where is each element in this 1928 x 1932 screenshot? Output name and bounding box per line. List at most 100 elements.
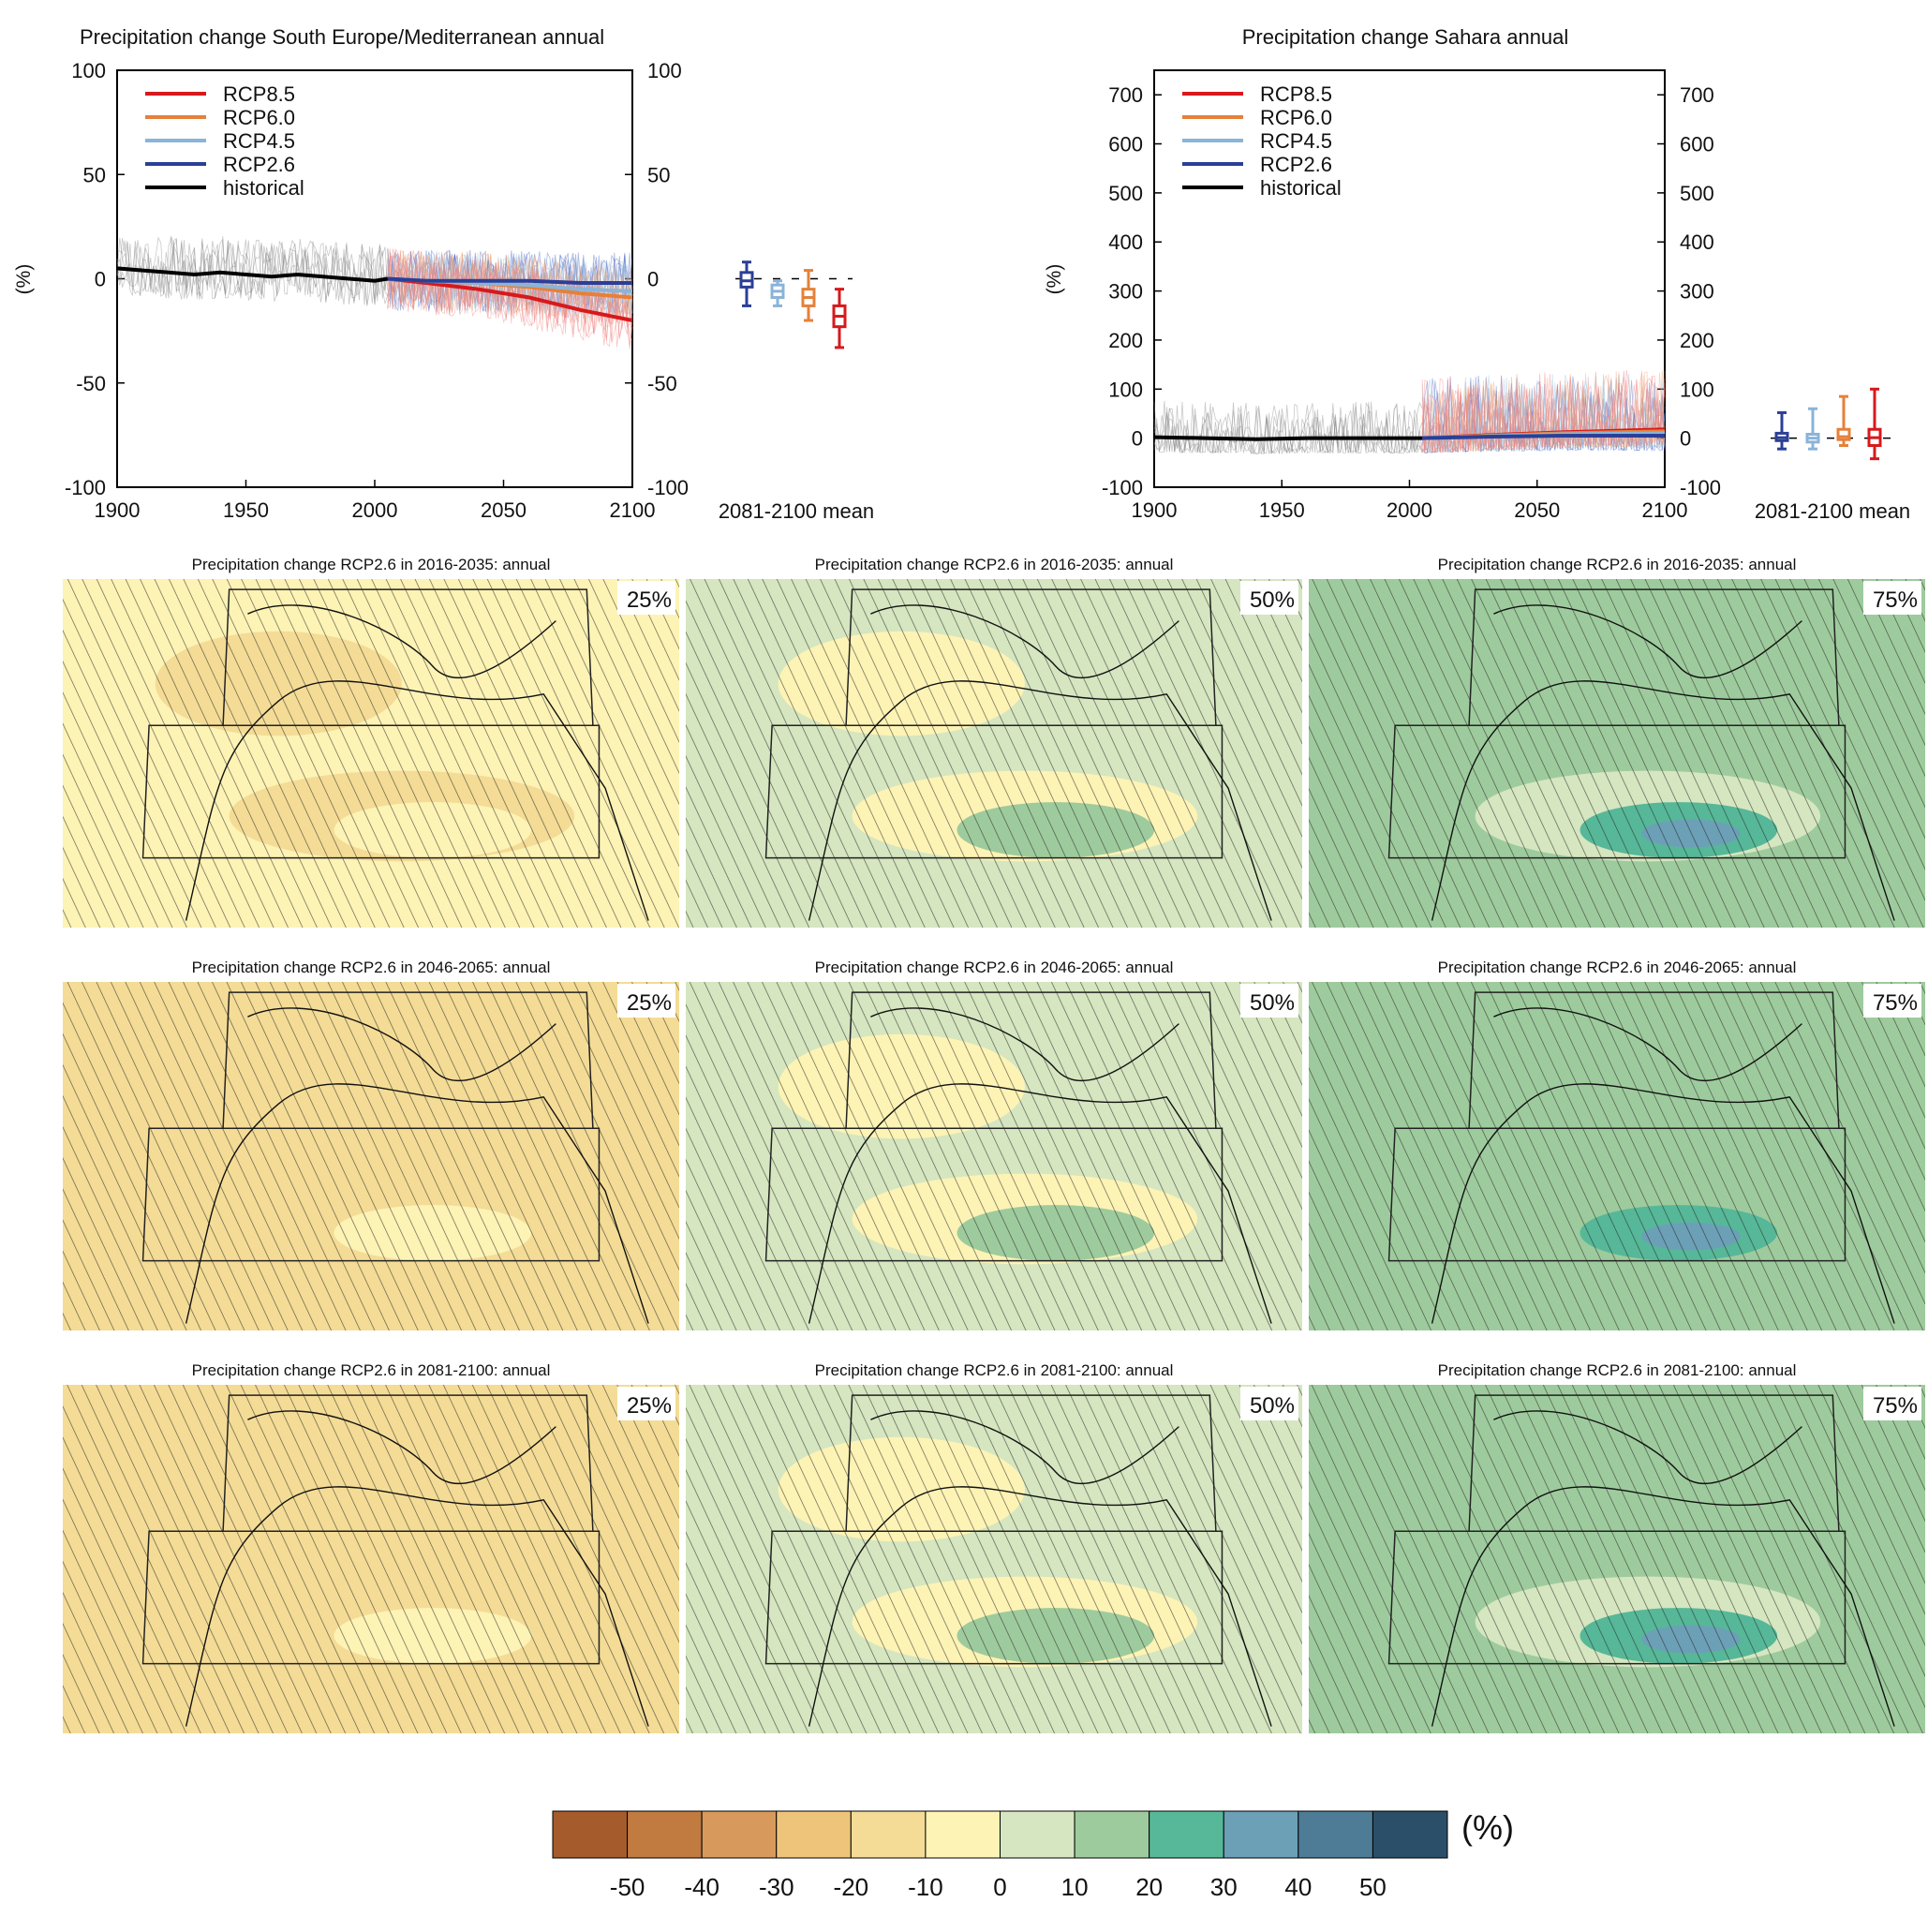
chart-mediterranean: Precipitation change South Europe/Medite… <box>13 25 874 523</box>
y-tick-label: 200 <box>1108 329 1143 352</box>
ensemble-member <box>1153 401 1423 454</box>
axes-mediterranean: 1900 1950 2000 2050 2100 100 100 50 50 0 0 -50 -50 -1… <box>65 59 689 522</box>
y-tick-label-right: 300 <box>1680 280 1714 304</box>
colorbar-tick-label: 0 <box>993 1873 1006 1901</box>
coastline <box>870 1007 1179 1081</box>
map-panel: Precipitation change RCP2.6 in 2046-2065… <box>63 959 679 1330</box>
colorbar-tick-label: -20 <box>834 1873 869 1901</box>
x-tick-label: 2000 <box>1387 498 1432 522</box>
map-panel: Precipitation change RCP2.6 in 2016-2035… <box>63 556 679 928</box>
coastline <box>1431 1486 1895 1727</box>
map-panel: Precipitation change RCP2.6 in 2046-2065… <box>1309 959 1925 1330</box>
ensemble-member <box>1422 377 1666 453</box>
y-tick-label-right: 200 <box>1680 329 1714 352</box>
ylabel-sahara: (%) <box>1044 264 1065 295</box>
ensemble-member <box>1421 376 1666 453</box>
colorbar-swatch <box>850 1810 927 1859</box>
map-hatching <box>1309 1385 1925 1733</box>
colorbar-swatch <box>1372 1810 1448 1859</box>
colorbar-tick-label: 40 <box>1284 1873 1312 1901</box>
y-tick-label: 100 <box>1108 378 1143 401</box>
y-tick-label: 400 <box>1108 230 1143 254</box>
colorbar-tick-label: -50 <box>610 1873 645 1901</box>
colorbar-tick-label: 30 <box>1210 1873 1238 1901</box>
map-panel-title: Precipitation change RCP2.6 in 2081-2100… <box>192 1361 551 1379</box>
colorbar-tick-label: -40 <box>684 1873 719 1901</box>
y-tick-label-right: 0 <box>1680 427 1691 451</box>
coastline <box>1493 1007 1802 1081</box>
colorbar: -50 -40 -30 -20 -10 0 10 20 30 40 50 <box>552 1810 1448 1901</box>
chart-title-sahara: Precipitation change Sahara annual <box>1242 25 1569 49</box>
y-tick-label: 600 <box>1108 133 1143 156</box>
coastline <box>1431 680 1895 921</box>
colorbar-swatch <box>1149 1810 1224 1859</box>
x-tick-label: 2100 <box>1642 498 1688 522</box>
map-panel-title: Precipitation change RCP2.6 in 2081-2100… <box>815 1361 1174 1379</box>
chart-title-mediterranean: Precipitation change South Europe/Medite… <box>80 25 604 49</box>
map-panel-title: Precipitation change RCP2.6 in 2046-2065… <box>192 959 551 976</box>
percentile-tag: 25% <box>627 990 672 1016</box>
map-panel: Precipitation change RCP2.6 in 2016-2035… <box>1309 556 1925 928</box>
legend-label: RCP2.6 <box>1260 153 1332 176</box>
coastline <box>185 1083 649 1324</box>
y-tick-label-right: 100 <box>647 59 682 82</box>
ensemble-member <box>1421 373 1666 453</box>
x-tick-label: 2100 <box>610 498 656 522</box>
ensemble-member <box>387 248 633 312</box>
x-tick-label: 1900 <box>95 498 141 522</box>
ylabel-mediterranean: (%) <box>13 264 35 295</box>
coastline <box>247 1007 556 1081</box>
y-tick-label-right: 500 <box>1680 182 1714 205</box>
colorbar-swatch <box>701 1810 778 1859</box>
region-box-sahara <box>764 1530 1224 1665</box>
percentile-tag: 75% <box>1873 990 1918 1016</box>
map-panel: Precipitation change RCP2.6 in 2016-2035… <box>686 556 1302 928</box>
chart-sahara: Precipitation change Sahara annual 1900 1… <box>1044 25 1910 523</box>
series-line-rcp26 <box>1422 434 1665 440</box>
ensemble-member <box>1421 376 1666 453</box>
y-tick-label: 500 <box>1108 182 1143 205</box>
ensemble-member <box>1421 379 1666 453</box>
map-hatching <box>63 982 679 1330</box>
region-box-sahara <box>141 1127 601 1262</box>
ensemble-member <box>387 248 633 348</box>
ensemble-member <box>1153 403 1423 454</box>
map-hatching <box>686 1385 1302 1733</box>
colorbar-tick-label: 50 <box>1359 1873 1387 1901</box>
ensemble-member <box>116 239 389 306</box>
colorbar-tick-label: 10 <box>1061 1873 1089 1901</box>
series-line-historical <box>116 266 389 283</box>
series-line-rcp26 <box>387 276 632 285</box>
map-panel-title: Precipitation change RCP2.6 in 2016-2035… <box>815 556 1174 573</box>
x-tick-label: 2000 <box>352 498 398 522</box>
colorbar-swatch <box>1074 1810 1150 1859</box>
map-hatching <box>63 579 679 928</box>
region-box-sahara <box>764 1127 1224 1262</box>
y-tick-label: -50 <box>76 372 106 395</box>
series-line-historical <box>1153 435 1423 441</box>
coastline <box>247 604 556 678</box>
ensemble-member <box>116 236 388 305</box>
box-iqr <box>1836 427 1851 441</box>
map-panel: Precipitation change RCP2.6 in 2081-2100… <box>1309 1361 1925 1733</box>
colorbar-swatch <box>1298 1810 1373 1859</box>
y-tick-label-right: 700 <box>1680 83 1714 107</box>
legend-label: RCP8.5 <box>223 82 295 106</box>
ensemble-member <box>1421 374 1666 454</box>
coastline <box>185 680 649 921</box>
coastline <box>1493 604 1802 678</box>
boxplots-sahara <box>1771 387 1892 461</box>
y-tick-label-right: -50 <box>647 372 677 395</box>
map-panel-title: Precipitation change RCP2.6 in 2016-2035… <box>192 556 551 573</box>
ensemble-member <box>116 234 389 305</box>
x-tick-label: 1950 <box>1259 498 1305 522</box>
ensemble-member <box>1153 401 1423 455</box>
ensemble-member <box>1421 375 1666 453</box>
y-tick-label: -100 <box>1102 476 1143 499</box>
ensemble-member <box>116 237 389 304</box>
map-hatching <box>686 579 1302 928</box>
y-tick-label: 700 <box>1108 83 1143 107</box>
coastline <box>808 1083 1272 1324</box>
